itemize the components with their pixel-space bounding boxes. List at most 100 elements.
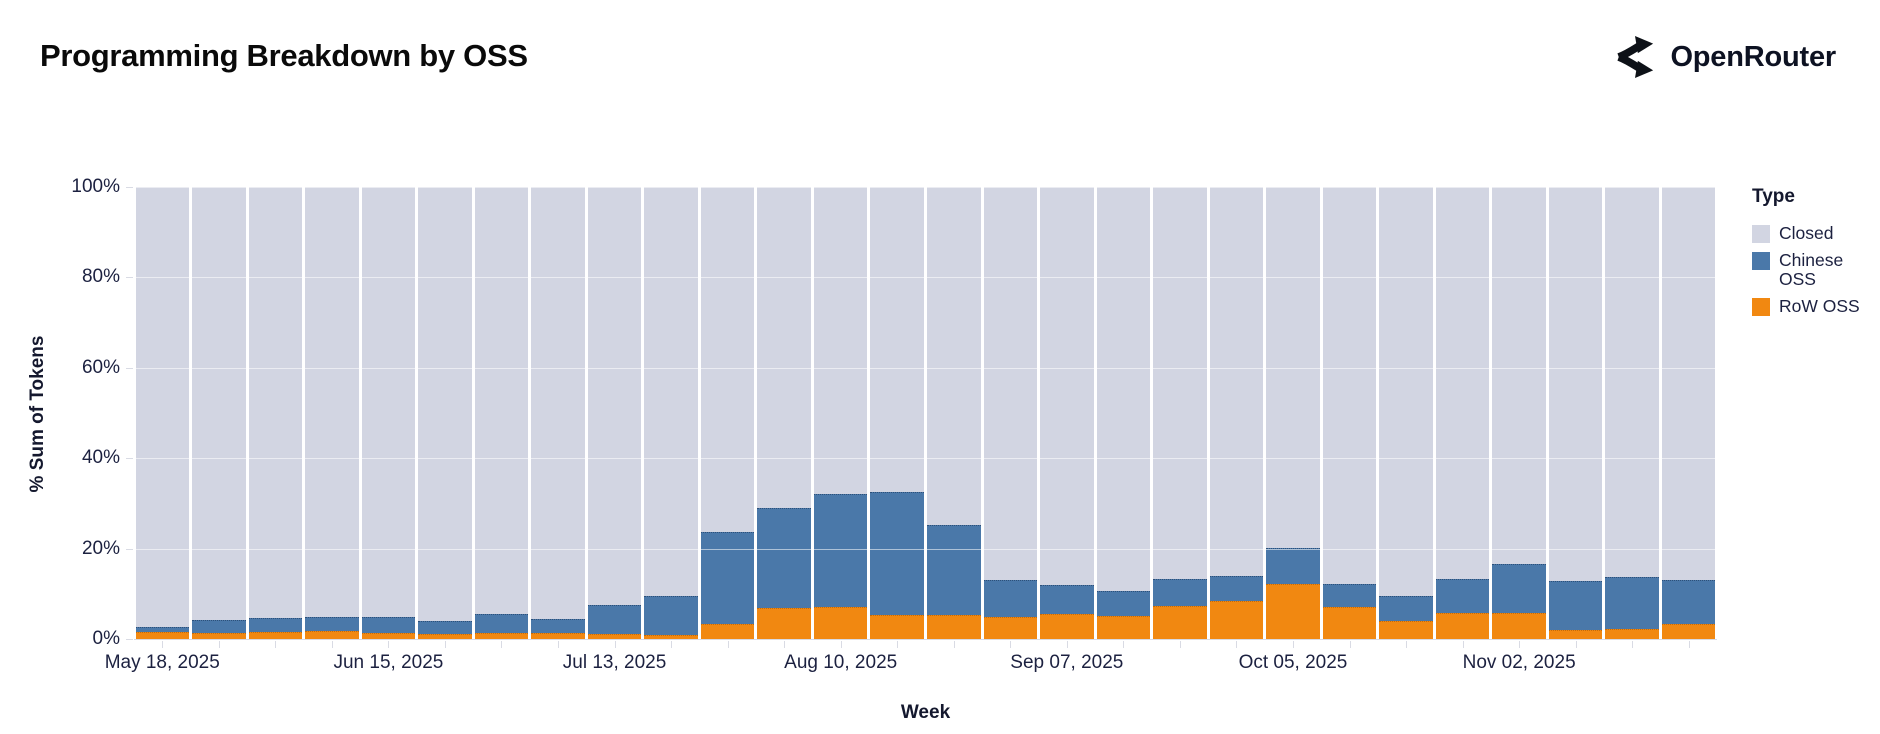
segment-row-oss[interactable] [1661, 624, 1716, 639]
segment-chinese-oss[interactable] [192, 619, 246, 635]
segment-closed[interactable] [1435, 187, 1490, 581]
segment-closed[interactable] [1492, 187, 1546, 565]
segment-row-oss[interactable] [1096, 616, 1151, 639]
legend-item-row-oss[interactable]: RoW OSS [1752, 296, 1872, 317]
segment-chinese-oss[interactable] [1096, 591, 1151, 618]
segment-row-oss[interactable] [474, 632, 529, 639]
segment-row-oss[interactable] [1322, 607, 1377, 639]
segment-chinese-oss[interactable] [870, 492, 924, 616]
bar-jun-08-2025[interactable] [305, 187, 359, 639]
segment-row-oss[interactable] [1040, 614, 1094, 639]
segment-closed[interactable] [1605, 187, 1659, 579]
segment-row-oss[interactable] [192, 633, 246, 639]
segment-row-oss[interactable] [587, 634, 642, 639]
segment-row-oss[interactable] [1605, 628, 1659, 639]
bar-sep-28-2025[interactable] [1209, 187, 1264, 639]
segment-chinese-oss[interactable] [361, 617, 416, 635]
segment-row-oss[interactable] [1548, 630, 1603, 639]
segment-closed[interactable] [983, 187, 1038, 582]
bar-jul-06-2025[interactable] [531, 187, 585, 639]
segment-row-oss[interactable] [870, 614, 924, 639]
bar-sep-14-2025[interactable] [1096, 187, 1151, 639]
segment-closed[interactable] [135, 187, 190, 629]
segment-chinese-oss[interactable] [1379, 596, 1433, 622]
segment-chinese-oss[interactable] [418, 621, 472, 635]
segment-closed[interactable] [305, 187, 359, 618]
segment-chinese-oss[interactable] [474, 614, 529, 634]
segment-closed[interactable] [248, 187, 303, 620]
bar-oct-26-2025[interactable] [1435, 187, 1490, 639]
segment-chinese-oss[interactable] [1040, 585, 1094, 616]
segment-row-oss[interactable] [1266, 584, 1320, 639]
segment-closed[interactable] [1266, 187, 1320, 549]
segment-chinese-oss[interactable] [531, 619, 585, 634]
segment-row-oss[interactable] [644, 634, 698, 639]
segment-closed[interactable] [1096, 187, 1151, 592]
segment-row-oss[interactable] [1379, 620, 1433, 639]
bar-jun-15-2025[interactable] [361, 187, 416, 639]
segment-row-oss[interactable] [983, 616, 1038, 639]
legend-item-chinese-oss[interactable]: Chinese OSS [1752, 250, 1872, 290]
bar-jun-29-2025[interactable] [474, 187, 529, 639]
segment-row-oss[interactable] [305, 631, 359, 639]
segment-closed[interactable] [644, 187, 698, 597]
bar-jun-01-2025[interactable] [248, 187, 303, 639]
segment-closed[interactable] [1548, 187, 1603, 583]
bar-oct-05-2025[interactable] [1266, 187, 1320, 639]
segment-chinese-oss[interactable] [1266, 547, 1320, 586]
segment-row-oss[interactable] [757, 608, 811, 639]
segment-chinese-oss[interactable] [1322, 584, 1377, 609]
segment-chinese-oss[interactable] [700, 531, 755, 625]
segment-chinese-oss[interactable] [1435, 579, 1490, 614]
segment-closed[interactable] [870, 187, 924, 494]
segment-chinese-oss[interactable] [305, 616, 359, 633]
bar-aug-24-2025[interactable] [927, 187, 981, 639]
bar-nov-23-2025[interactable] [1661, 187, 1716, 639]
segment-row-oss[interactable] [135, 632, 190, 639]
legend-item-closed[interactable]: Closed [1752, 223, 1872, 244]
segment-closed[interactable] [587, 187, 642, 607]
segment-closed[interactable] [474, 187, 529, 616]
segment-closed[interactable] [1153, 187, 1207, 581]
segment-row-oss[interactable] [531, 632, 585, 639]
segment-chinese-oss[interactable] [135, 627, 190, 634]
segment-closed[interactable] [531, 187, 585, 621]
segment-closed[interactable] [418, 187, 472, 623]
bar-jun-22-2025[interactable] [418, 187, 472, 639]
segment-row-oss[interactable] [1492, 612, 1546, 639]
segment-closed[interactable] [700, 187, 755, 533]
segment-closed[interactable] [927, 187, 981, 526]
segment-row-oss[interactable] [248, 632, 303, 639]
segment-row-oss[interactable] [813, 607, 868, 639]
segment-chinese-oss[interactable] [1661, 580, 1716, 626]
segment-row-oss[interactable] [927, 614, 981, 639]
segment-chinese-oss[interactable] [813, 494, 868, 609]
segment-row-oss[interactable] [1435, 612, 1490, 639]
bar-sep-07-2025[interactable] [1040, 187, 1094, 639]
segment-chinese-oss[interactable] [1548, 581, 1603, 632]
bar-jul-13-2025[interactable] [587, 187, 642, 639]
segment-closed[interactable] [813, 187, 868, 496]
segment-closed[interactable] [192, 187, 246, 621]
segment-chinese-oss[interactable] [927, 525, 981, 616]
bar-nov-09-2025[interactable] [1548, 187, 1603, 639]
segment-chinese-oss[interactable] [248, 618, 303, 634]
bar-aug-10-2025[interactable] [813, 187, 868, 639]
segment-row-oss[interactable] [361, 633, 416, 639]
bar-nov-16-2025[interactable] [1605, 187, 1659, 639]
bar-aug-03-2025[interactable] [757, 187, 811, 639]
bar-aug-31-2025[interactable] [983, 187, 1038, 639]
segment-row-oss[interactable] [1209, 601, 1264, 639]
segment-row-oss[interactable] [700, 624, 755, 639]
bar-oct-12-2025[interactable] [1322, 187, 1377, 639]
segment-row-oss[interactable] [418, 633, 472, 639]
segment-closed[interactable] [1661, 187, 1716, 582]
segment-chinese-oss[interactable] [587, 605, 642, 636]
segment-chinese-oss[interactable] [1209, 575, 1264, 603]
segment-closed[interactable] [1040, 187, 1094, 587]
segment-closed[interactable] [1322, 187, 1377, 586]
segment-chinese-oss[interactable] [644, 595, 698, 636]
bar-may-25-2025[interactable] [192, 187, 246, 639]
segment-row-oss[interactable] [1153, 606, 1207, 639]
segment-chinese-oss[interactable] [1492, 563, 1546, 614]
